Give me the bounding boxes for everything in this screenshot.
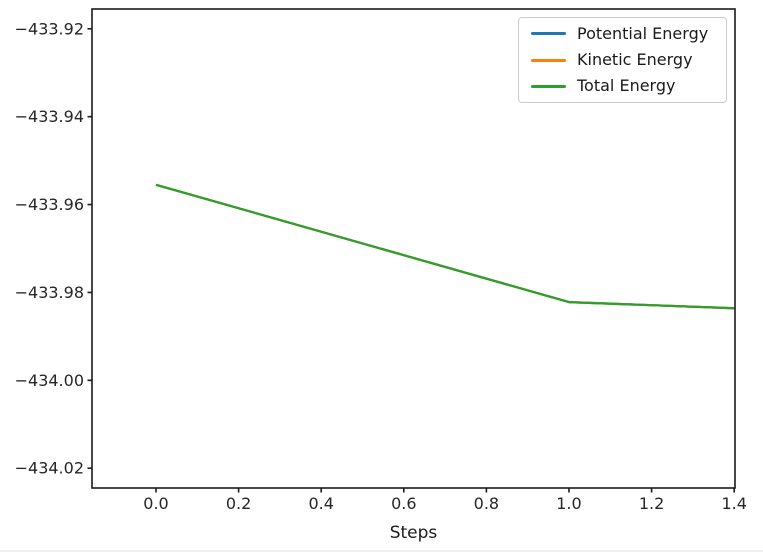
series-line-total-energy [155, 183, 735, 310]
x-tick-label: 0.6 [391, 494, 416, 513]
y-tick-label: −433.98 [15, 283, 84, 302]
legend-line-sample [531, 58, 566, 62]
x-tick-label: 0.8 [474, 494, 499, 513]
legend-entry-potential-energy: Potential Energy [531, 25, 716, 43]
y-tick-label: −434.00 [15, 371, 84, 390]
x-tick-label: 1.2 [639, 494, 664, 513]
window-bottom-border [0, 550, 763, 552]
x-tick-label: 0.2 [226, 494, 251, 513]
plot-border [91, 8, 736, 489]
series-line-potential-energy [155, 183, 735, 310]
legend-label: Kinetic Energy [577, 50, 693, 70]
legend-entry-kinetic-energy: Kinetic Energy [531, 51, 716, 69]
y-tick-label: −434.02 [15, 459, 84, 478]
y-tick-label: −433.96 [15, 195, 84, 214]
y-tick-label: −433.94 [15, 107, 84, 126]
x-tick-label: 0.0 [143, 494, 168, 513]
x-axis-label: Steps [389, 523, 438, 543]
y-tick-label: −433.92 [15, 19, 84, 38]
x-tick-label: 1.4 [721, 494, 746, 513]
x-tick-label: 1.0 [556, 494, 581, 513]
x-tick-label: 0.4 [308, 494, 333, 513]
legend-line-sample [531, 84, 566, 88]
legend-line-sample [531, 32, 566, 36]
legend-label: Potential Energy [577, 24, 709, 43]
series-line-kinetic-energy [155, 183, 735, 310]
legend: Potential Energy Kinetic Energy Total Ener… [518, 17, 727, 103]
legend-entry-total-energy: Total Energy [531, 77, 716, 95]
legend-label: Total Energy [577, 76, 676, 96]
